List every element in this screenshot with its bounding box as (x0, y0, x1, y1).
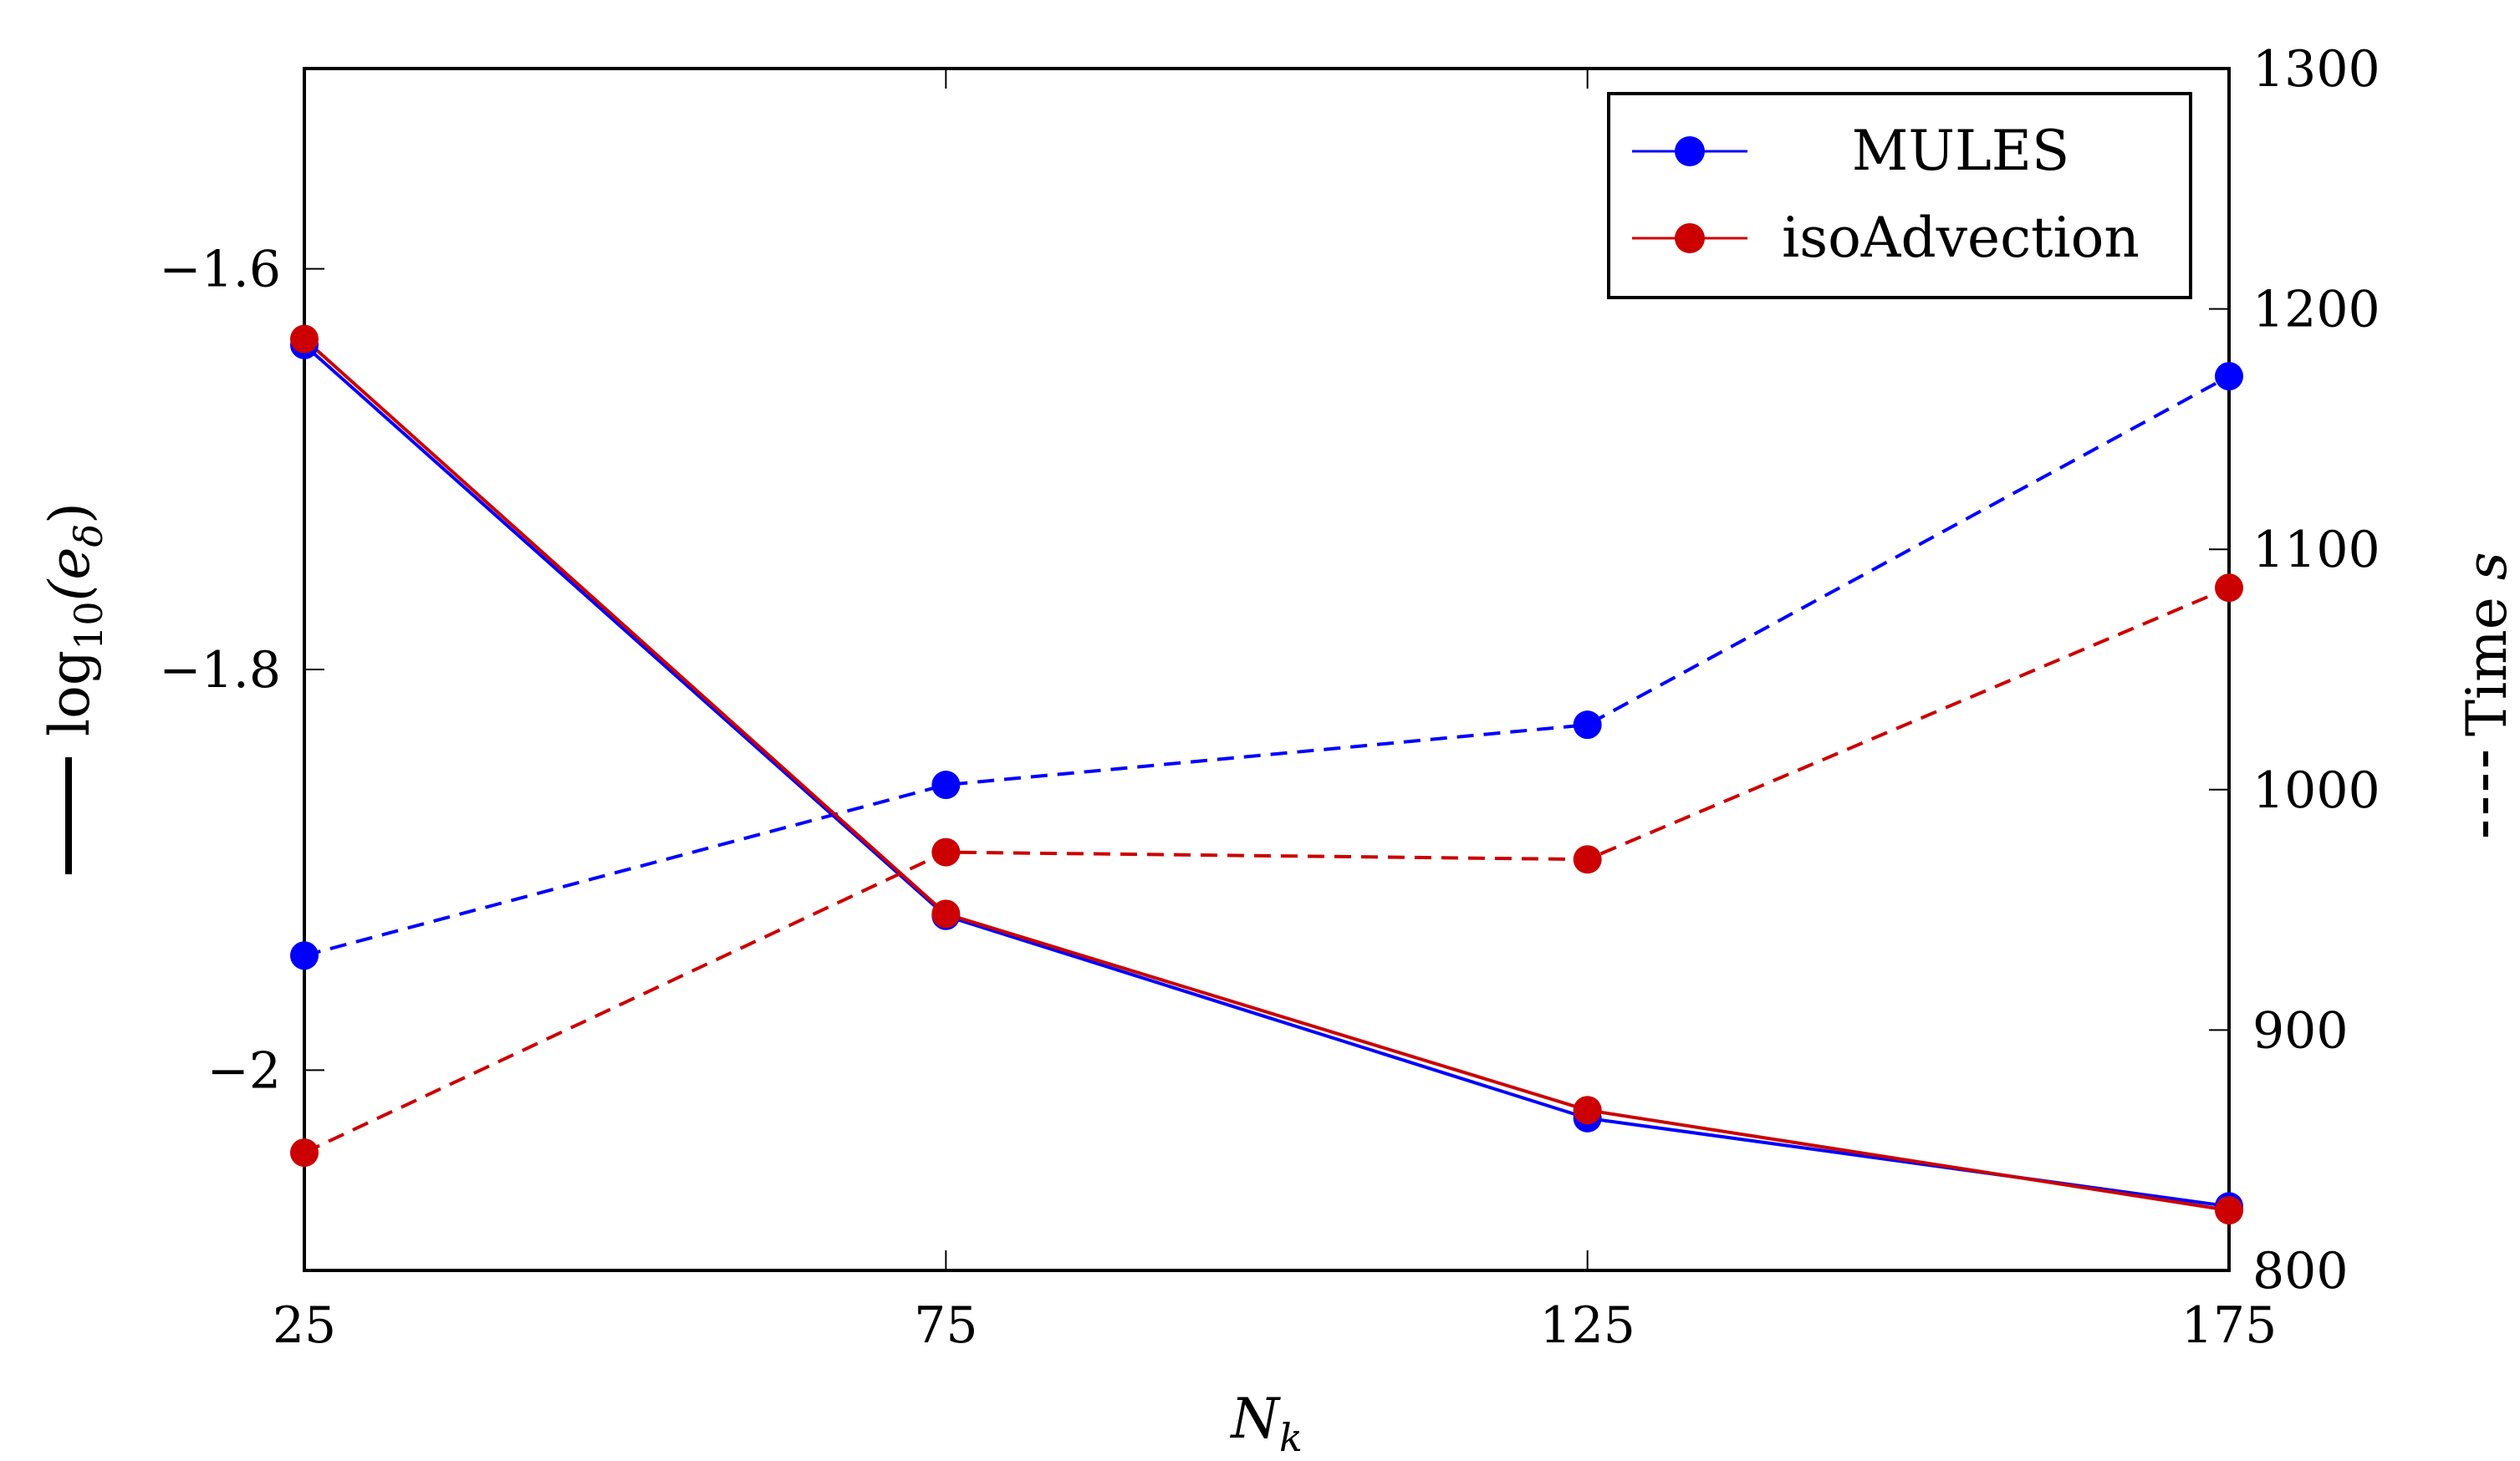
right-tick-label: 1200 (2252, 281, 2380, 339)
time-point-mules (931, 771, 961, 800)
left-axis-label: log10(eδ) (38, 502, 111, 874)
time-point-isoadvection (290, 1138, 319, 1168)
right-axis-label: Times (2455, 552, 2519, 837)
error-point-isoadvection (1573, 1096, 1602, 1125)
x-tick-label: 75 (914, 1296, 977, 1355)
x-tick-label: 125 (1539, 1296, 1635, 1355)
right-y-axis: 800 900 1000 1100 1200 1300 (2209, 40, 2380, 1301)
svg-text:Times: Times (2455, 552, 2519, 736)
time-point-isoadvection (2215, 573, 2243, 603)
right-tick-label: 1300 (2252, 40, 2380, 99)
series-layer (290, 324, 2243, 1225)
error-point-isoadvection (931, 899, 961, 929)
x-tick-label: 175 (2181, 1296, 2278, 1355)
time-point-mules (290, 941, 319, 970)
right-tick-label: 800 (2252, 1242, 2349, 1301)
legend-marker-isoadvection (1675, 223, 1705, 253)
time-point-mules (2215, 362, 2243, 391)
right-tick-label: 900 (2252, 1001, 2349, 1060)
svg-text:log10(eδ): log10(eδ) (38, 502, 111, 736)
legend-marker-mules (1675, 136, 1705, 166)
time-line-mules (304, 374, 2230, 958)
error-line-mules (303, 344, 2230, 1209)
error-point-isoadvection (2215, 1196, 2243, 1225)
time-line-isoadvection (304, 586, 2230, 1154)
time-point-mules (1573, 710, 1602, 740)
legend: MULES isoAdvection (1607, 92, 2192, 299)
left-tick-label: −2 (207, 1041, 281, 1100)
time-point-isoadvection (1573, 845, 1602, 874)
right-tick-label: 1100 (2252, 521, 2380, 579)
legend-label-isoadvection: isoAdvection (1782, 206, 2140, 270)
left-y-axis: −2 −1.8 −1.6 (159, 241, 324, 1100)
time-point-isoadvection (931, 837, 961, 867)
right-tick-label: 1000 (2252, 761, 2380, 820)
legend-box (1607, 92, 2192, 299)
x-axis: 25 75 125 175 (273, 69, 2277, 1355)
error-line-isoadvection (303, 338, 2230, 1213)
legend-item-isoadvection: isoAdvection (1632, 206, 2140, 270)
legend-label-mules: MULES (1852, 119, 2069, 183)
x-axis-label: Nk (1229, 1387, 1303, 1460)
x-tick-label: 25 (273, 1296, 336, 1355)
left-tick-label: −1.8 (159, 641, 281, 700)
left-tick-label: −1.6 (159, 241, 281, 299)
legend-item-mules: MULES (1632, 119, 2069, 183)
error-point-isoadvection (290, 324, 319, 354)
